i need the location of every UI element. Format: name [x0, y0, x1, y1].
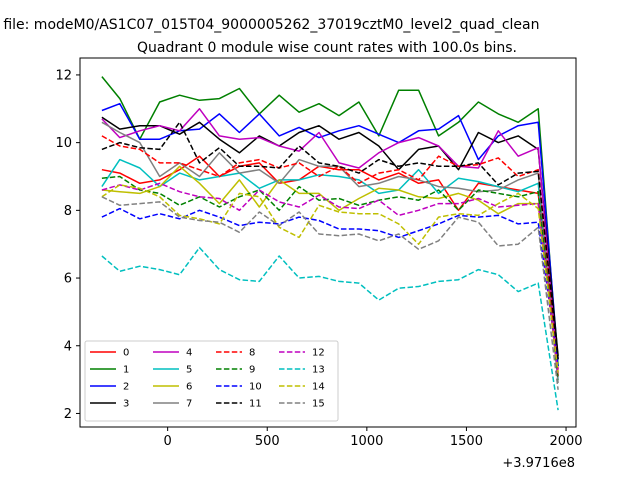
series-line-8	[101, 135, 559, 377]
y-tick-label: 6	[64, 272, 72, 287]
legend-label-4: 4	[186, 348, 192, 359]
series-line-11	[101, 121, 559, 360]
legend-label-13: 13	[312, 365, 325, 376]
y-tick-label: 10	[55, 136, 72, 151]
y-tick-label: 8	[64, 204, 72, 219]
plot-frame	[79, 57, 577, 428]
legend-label-14: 14	[312, 382, 325, 393]
series-line-5	[101, 158, 559, 380]
legend-label-1: 1	[123, 365, 129, 376]
legend-label-8: 8	[249, 348, 255, 359]
series-line-4	[101, 108, 559, 373]
series-layer	[101, 76, 559, 411]
legend-label-10: 10	[249, 382, 262, 393]
legend-label-2: 2	[123, 382, 129, 393]
legend-label-15: 15	[312, 399, 325, 410]
x-tick-label: 1500	[450, 434, 483, 449]
legend-label-3: 3	[123, 399, 129, 410]
legend-label-11: 11	[249, 399, 262, 410]
x-offset-label: +3.9716e8	[502, 456, 575, 471]
figure-suptitle: n file: modeM0/AS1C07_015T04_9000005262_…	[0, 17, 539, 33]
legend-label-5: 5	[186, 365, 192, 376]
series-line-9	[101, 175, 559, 380]
series-line-13	[101, 246, 559, 411]
series-line-0	[101, 155, 559, 370]
x-tick-label: 500	[255, 434, 280, 449]
legend-label-6: 6	[186, 382, 192, 393]
y-tick-label: 12	[55, 68, 72, 83]
chart-title: Quadrant 0 module wise count rates with …	[137, 40, 517, 56]
x-tick-label: 0	[164, 434, 172, 449]
legend-label-9: 9	[249, 365, 255, 376]
series-line-1	[101, 76, 559, 367]
x-tick-label: 2000	[549, 434, 582, 449]
series-line-14	[101, 184, 559, 373]
y-tick-label: 2	[64, 407, 72, 422]
y-tick-label: 4	[64, 339, 72, 354]
legend-label-7: 7	[186, 399, 192, 410]
series-line-10	[101, 207, 559, 367]
series-line-15	[101, 196, 559, 390]
legend-label-12: 12	[312, 348, 325, 359]
x-tick-label: 1000	[350, 434, 383, 449]
series-line-7	[101, 121, 559, 384]
y-axis: 2 4 6 8 10 12	[55, 68, 80, 422]
legend-label-0: 0	[123, 348, 129, 359]
legend-box	[84, 340, 339, 422]
series-line-3	[101, 116, 559, 356]
x-axis: 0 500 1000 1500 2000	[164, 427, 583, 449]
